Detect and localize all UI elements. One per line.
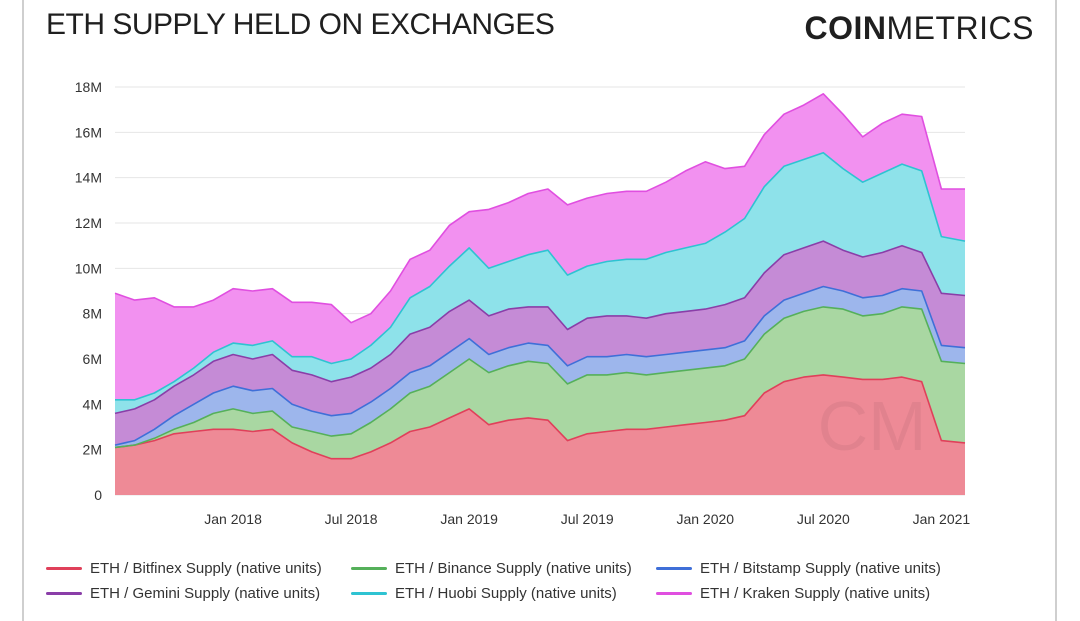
y-tick-label: 8M: [83, 306, 102, 322]
area-series-2: [115, 286, 965, 448]
legend-swatch: [656, 592, 692, 595]
y-tick-label: 12M: [75, 215, 102, 231]
y-axis-ticks: 0 2M 4M 6M 8M 10M 12M 14M 16M 18M: [75, 79, 102, 503]
watermark-cm: CM: [818, 387, 927, 465]
x-axis-ticks: Jan 2018 Jul 2018 Jan 2019 Jul 2019 Jan 2020…: [204, 511, 970, 527]
line-series-1: [114, 306, 966, 449]
y-tick-label: 2M: [83, 442, 102, 458]
legend-item[interactable]: ETH / Gemini Supply (native units): [46, 585, 351, 602]
legend-label: ETH / Huobi Supply (native units): [395, 585, 617, 602]
line-series-4: [115, 151, 966, 401]
y-tick-label: 14M: [75, 170, 102, 186]
coinmetrics-logo: COINMETRICS: [805, 10, 1035, 47]
legend-swatch: [656, 567, 692, 570]
y-tick-label: 0: [94, 487, 102, 503]
series-lines: [114, 93, 966, 460]
area-series-4: [115, 152, 965, 414]
x-tick-label: Jul 2020: [797, 511, 850, 527]
area-series-1: [115, 306, 965, 459]
legend-label: ETH / Bitfinex Supply (native units): [90, 560, 322, 577]
x-tick-label: Jan 2018: [204, 511, 262, 527]
legend-swatch: [351, 592, 387, 595]
legend-label: ETH / Kraken Supply (native units): [700, 585, 931, 602]
legend-label: ETH / Gemini Supply (native units): [90, 585, 321, 602]
line-series-5: [114, 93, 965, 324]
x-tick-label: Jul 2019: [561, 511, 614, 527]
line-series-0: [114, 374, 966, 460]
legend-item[interactable]: ETH / Bitfinex Supply (native units): [46, 560, 351, 577]
area-series-0: [115, 374, 965, 495]
line-series-2: [114, 285, 966, 446]
chart-frame: [22, 0, 1057, 621]
chart-title: ETH SUPPLY HELD ON EXCHANGES: [46, 8, 555, 41]
area-series-3: [115, 241, 965, 446]
logo-light-text: METRICS: [886, 10, 1034, 46]
legend-label: ETH / Binance Supply (native units): [395, 560, 632, 577]
x-tick-label: Jan 2019: [440, 511, 498, 527]
area-series-5: [115, 93, 965, 400]
legend-item[interactable]: ETH / Binance Supply (native units): [351, 560, 656, 577]
legend-swatch: [351, 567, 387, 570]
x-tick-label: Jan 2020: [676, 511, 734, 527]
y-tick-label: 4M: [83, 396, 102, 412]
x-tick-label: Jul 2018: [325, 511, 378, 527]
logo-bold-text: COIN: [804, 10, 887, 46]
legend-label: ETH / Bitstamp Supply (native units): [700, 560, 941, 577]
y-tick-label: 18M: [75, 79, 102, 95]
y-tick-label: 10M: [75, 260, 102, 276]
legend-item[interactable]: ETH / Kraken Supply (native units): [656, 585, 961, 602]
x-tick-label: Jan 2021: [913, 511, 971, 527]
y-tick-label: 6M: [83, 351, 102, 367]
series-areas: [115, 93, 965, 495]
legend: ETH / Bitfinex Supply (native units) ETH …: [46, 560, 1006, 602]
legend-item[interactable]: ETH / Huobi Supply (native units): [351, 585, 656, 602]
y-tick-label: 16M: [75, 124, 102, 140]
legend-item[interactable]: ETH / Bitstamp Supply (native units): [656, 560, 961, 577]
legend-swatch: [46, 592, 82, 595]
legend-swatch: [46, 567, 82, 570]
line-series-3: [114, 240, 966, 415]
